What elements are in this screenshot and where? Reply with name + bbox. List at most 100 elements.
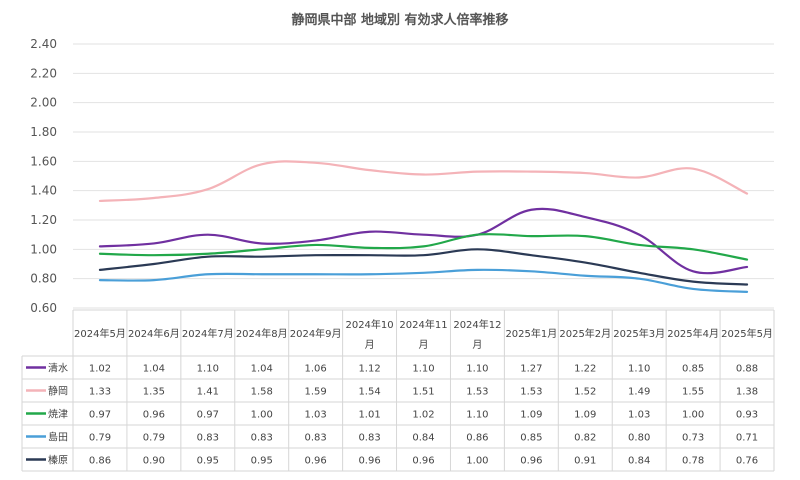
data-cell: 1.51 — [412, 387, 434, 398]
category-label: 2024年5月 — [74, 327, 126, 340]
data-cell: 0.84 — [628, 456, 650, 467]
data-cell: 1.58 — [251, 387, 273, 398]
legend-label: 清水 — [48, 362, 68, 375]
category-label: 2025年5月 — [721, 327, 773, 340]
data-cell: 1.12 — [358, 364, 380, 375]
data-cell: 1.10 — [412, 364, 434, 375]
data-cell: 1.55 — [682, 387, 704, 398]
data-cell: 1.00 — [466, 456, 488, 467]
data-cell: 1.10 — [197, 364, 219, 375]
category-label: 2024年10 — [345, 318, 393, 331]
data-table: 2024年5月 2024年6月 2024年7月 2024年8月 2024年9月2024年… — [21, 309, 775, 472]
y-tick-label: 2.00 — [30, 96, 57, 110]
gridlines — [73, 43, 774, 309]
data-cell: 1.52 — [574, 387, 596, 398]
data-cell: 1.59 — [305, 387, 327, 398]
data-cell: 0.79 — [89, 433, 111, 444]
data-cell: 0.91 — [574, 456, 596, 467]
data-cell: 1.09 — [520, 410, 542, 421]
data-cell: 1.00 — [251, 410, 273, 421]
category-label: 2025年2月 — [559, 327, 611, 340]
series-lines — [98, 160, 749, 293]
data-cell: 1.38 — [736, 387, 758, 398]
data-cell: 1.06 — [305, 364, 327, 375]
data-cell: 1.04 — [143, 364, 165, 375]
data-cell: 0.85 — [520, 433, 542, 444]
data-cell: 0.83 — [305, 433, 327, 444]
data-cell: 1.35 — [143, 387, 165, 398]
data-cell: 1.41 — [197, 387, 219, 398]
data-cell: 0.78 — [682, 456, 704, 467]
data-cell: 0.71 — [736, 433, 758, 444]
data-cell: 1.02 — [89, 364, 111, 375]
data-cell: 0.76 — [736, 456, 758, 467]
data-cell: 1.10 — [466, 410, 488, 421]
data-cell: 1.54 — [358, 387, 380, 398]
data-cell: 0.97 — [197, 410, 219, 421]
data-cell: 0.96 — [358, 456, 380, 467]
chart-title: 静岡県中部 地域別 有効求人倍率推移 — [291, 12, 508, 28]
data-cell: 0.95 — [251, 456, 273, 467]
data-cell: 0.88 — [736, 364, 758, 375]
data-cell: 0.82 — [574, 433, 596, 444]
y-tick-label: 2.40 — [30, 37, 57, 51]
data-cell: 0.96 — [412, 456, 434, 467]
data-cell: 0.79 — [143, 433, 165, 444]
data-cell: 0.83 — [251, 433, 273, 444]
category-label: 2024年12 — [453, 318, 501, 331]
data-cell: 1.10 — [466, 364, 488, 375]
data-cell: 0.90 — [143, 456, 165, 467]
data-cell: 0.83 — [197, 433, 219, 444]
data-cell: 0.86 — [89, 456, 111, 467]
category-label: 2024年9月 — [290, 327, 342, 340]
series-line-焼津 — [98, 232, 749, 261]
data-cell: 0.85 — [682, 364, 704, 375]
series-line-静岡 — [98, 160, 749, 203]
data-cell: 1.00 — [682, 410, 704, 421]
category-label: 2025年4月 — [667, 327, 719, 340]
legend-label: 焼津 — [48, 409, 68, 421]
data-cell: 0.86 — [466, 433, 488, 444]
data-cell: 0.95 — [197, 456, 219, 467]
series-line-清水 — [98, 207, 749, 275]
category-label: 2025年3月 — [613, 327, 665, 340]
data-cell: 1.53 — [520, 387, 542, 398]
data-cell: 0.83 — [358, 433, 380, 444]
data-cell: 1.10 — [628, 364, 650, 375]
y-tick-label: 1.60 — [30, 154, 57, 168]
data-cell: 0.84 — [412, 433, 434, 444]
y-tick-label: 1.00 — [30, 242, 57, 256]
data-cell: 0.96 — [305, 456, 327, 467]
legend-label: 榛原 — [48, 454, 68, 467]
data-cell: 1.53 — [466, 387, 488, 398]
series-line-島田 — [98, 268, 749, 293]
data-cell: 1.03 — [305, 410, 327, 421]
data-cell: 1.01 — [358, 410, 380, 421]
legend-label: 島田 — [48, 431, 68, 444]
y-tick-label: 0.80 — [30, 272, 57, 286]
data-cell: 1.33 — [89, 387, 111, 398]
category-label: 月 — [472, 339, 482, 351]
data-cell: 1.22 — [574, 364, 596, 375]
series-line-榛原 — [98, 248, 749, 286]
category-label: 2024年8月 — [236, 327, 288, 340]
data-cell: 1.49 — [628, 387, 650, 398]
category-label: 2025年1月 — [505, 327, 557, 340]
y-tick-label: 1.20 — [30, 213, 57, 227]
y-tick-label: 2.20 — [30, 66, 57, 80]
category-label: 月 — [419, 339, 429, 351]
data-cell: 1.03 — [628, 410, 650, 421]
category-label: 2024年7月 — [182, 327, 234, 340]
data-cell: 1.02 — [412, 410, 434, 421]
data-cell: 1.04 — [251, 364, 273, 375]
data-cell: 1.09 — [574, 410, 596, 421]
category-label: 2024年11 — [399, 318, 447, 331]
data-cell: 0.73 — [682, 433, 704, 444]
y-axis-ticks: 2.40 2.20 2.00 1.80 1.60 1.40 1.20 1.00 0.80 0.60 — [30, 37, 57, 315]
data-cell: 0.80 — [628, 433, 650, 444]
legend-label: 静岡 — [48, 385, 68, 398]
data-cell: 0.96 — [143, 410, 165, 421]
data-cell: 1.27 — [520, 364, 542, 375]
y-tick-label: 1.40 — [30, 184, 57, 198]
